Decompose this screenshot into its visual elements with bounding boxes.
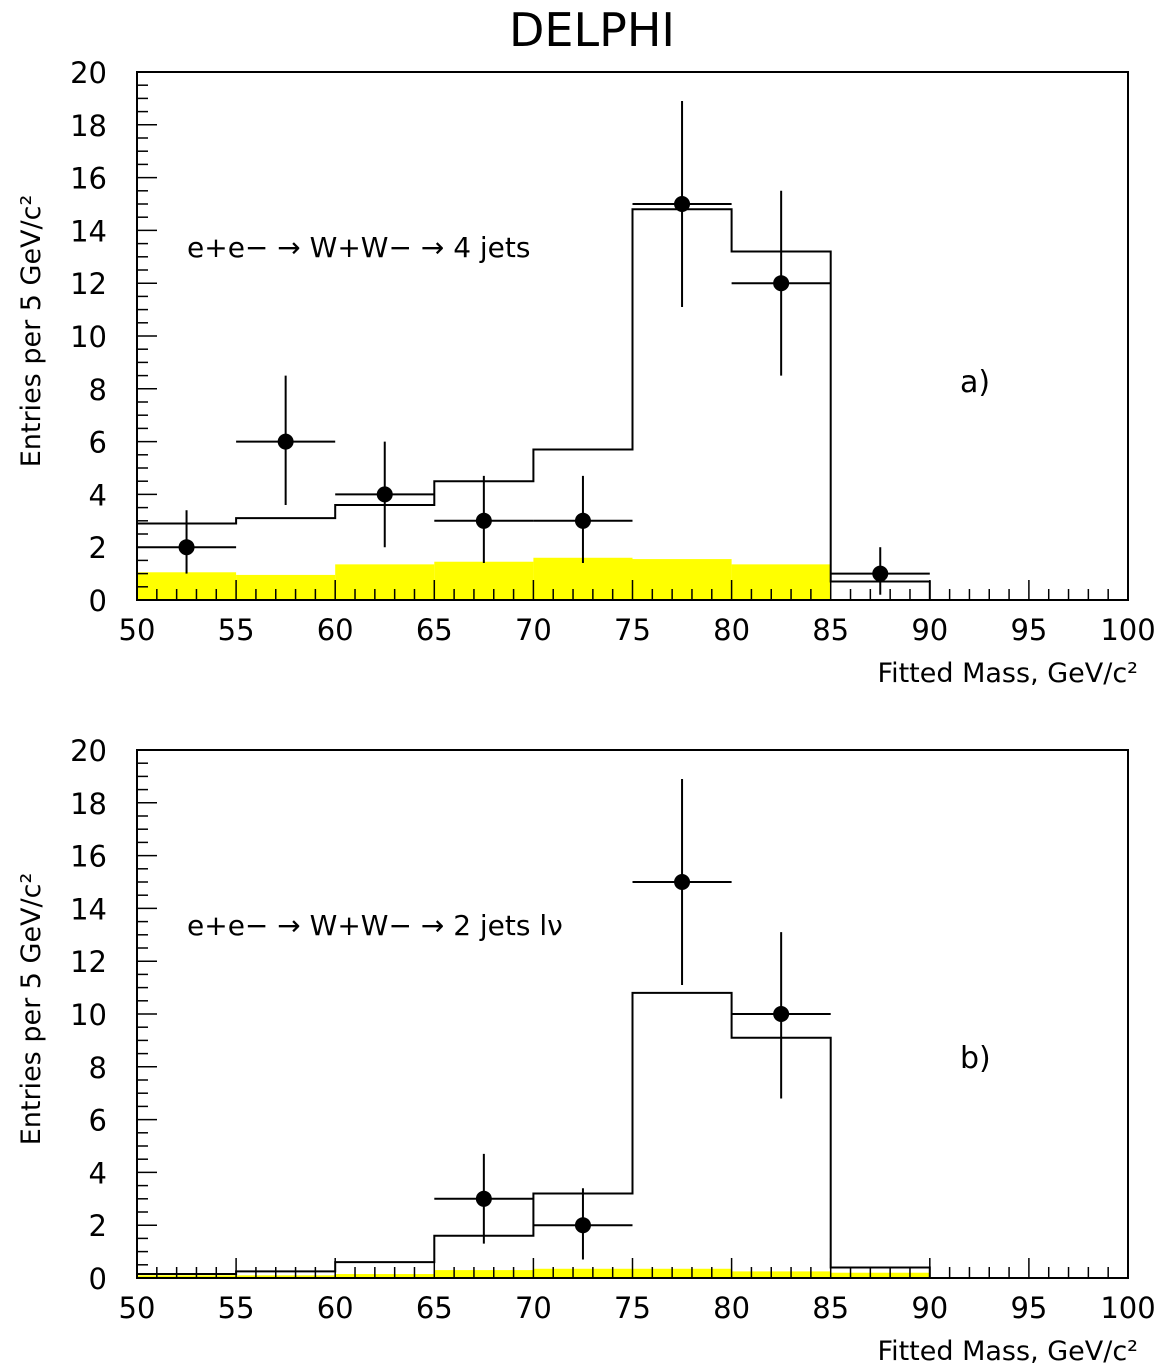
x-tick-label: 85 <box>812 1291 849 1325</box>
background-bar <box>335 564 435 600</box>
mc-histogram-line <box>137 991 1128 1279</box>
y-tick-label: 14 <box>70 892 107 926</box>
y-tick-label: 18 <box>70 787 107 821</box>
panel-label: b) <box>960 1041 991 1076</box>
y-tick-label: 2 <box>89 531 107 565</box>
y-tick-label: 0 <box>89 1262 107 1296</box>
y-axis-label: Entries per 5 GeV/c² <box>16 873 47 1146</box>
y-tick-label: 4 <box>89 1156 107 1190</box>
process-label: e+e− → W+W− → 2 jets lν <box>187 909 563 942</box>
y-tick-label: 6 <box>89 1104 107 1138</box>
data-point <box>475 1190 492 1207</box>
data-point <box>674 874 691 890</box>
data-point <box>574 1217 591 1234</box>
y-tick-label: 16 <box>70 162 107 196</box>
y-tick-label: 16 <box>70 840 107 874</box>
x-tick-label: 100 <box>1100 1291 1155 1325</box>
y-tick-label: 14 <box>70 214 107 248</box>
x-axis-label: Fitted Mass, GeV/c² <box>878 1336 1138 1367</box>
x-tick-label: 55 <box>218 613 255 647</box>
y-tick-label: 8 <box>89 373 107 407</box>
y-tick-label: 10 <box>70 320 107 354</box>
x-tick-label: 65 <box>416 613 453 647</box>
y-tick-label: 18 <box>70 109 107 143</box>
data-point <box>475 512 492 529</box>
x-tick-label: 95 <box>1010 613 1047 647</box>
data-point <box>872 565 889 582</box>
y-tick-label: 20 <box>70 56 107 90</box>
y-tick-label: 10 <box>70 998 107 1032</box>
data-point <box>376 486 393 503</box>
x-tick-label: 65 <box>416 1291 453 1325</box>
background-bar <box>236 574 336 600</box>
x-axis-label: Fitted Mass, GeV/c² <box>878 658 1138 689</box>
panel-label: a) <box>960 365 990 400</box>
y-tick-label: 12 <box>70 945 107 979</box>
background-bar <box>533 1268 633 1278</box>
y-tick-label: 2 <box>89 1209 107 1243</box>
y-tick-label: 12 <box>70 267 107 301</box>
y-tick-label: 0 <box>89 584 107 618</box>
data-point <box>277 433 294 450</box>
background-bar <box>434 561 534 600</box>
data-point <box>773 1006 790 1022</box>
y-tick-label: 8 <box>89 1051 107 1085</box>
data-point <box>773 275 790 292</box>
x-tick-label: 95 <box>1010 1291 1047 1325</box>
x-tick-label: 55 <box>218 1291 255 1325</box>
panel-b: 50 55 60 65 70 75 80 85 90 95 100 0 2 4 6 8 10 12 14 16 18 20… <box>16 734 1156 1367</box>
x-tick-label: 100 <box>1100 613 1155 647</box>
x-tick-label: 75 <box>614 1291 651 1325</box>
y-axis-label: Entries per 5 GeV/c² <box>16 195 47 468</box>
background-bar <box>434 1270 534 1278</box>
x-tick-label: 80 <box>713 613 750 647</box>
panel-a: 50 55 60 65 70 75 80 85 90 95 100 0 2 4 6 8 10 12 14 16 18 20… <box>16 56 1156 689</box>
y-tick-label: 4 <box>89 478 107 512</box>
y-tick-label: 6 <box>89 426 107 460</box>
x-tick-label: 50 <box>119 1291 156 1325</box>
background-bar <box>533 557 633 600</box>
background-bar <box>137 572 237 600</box>
figure-title: DELPHI <box>509 3 675 57</box>
x-tick-label: 85 <box>812 613 849 647</box>
x-tick-label: 60 <box>317 613 354 647</box>
x-tick-label: 90 <box>911 1291 948 1325</box>
background-bar <box>830 1272 930 1278</box>
x-tick-label: 70 <box>515 1291 552 1325</box>
x-tick-label: 80 <box>713 1291 750 1325</box>
background-bar <box>335 1274 435 1278</box>
x-tick-label: 60 <box>317 1291 354 1325</box>
y-tick-label: 20 <box>70 734 107 768</box>
background-bar <box>137 1275 237 1278</box>
background-bar <box>731 1271 831 1278</box>
background-bar <box>236 1275 336 1278</box>
x-tick-label: 75 <box>614 613 651 647</box>
background-bar <box>731 564 831 600</box>
process-label: e+e− → W+W− → 4 jets <box>187 231 530 264</box>
x-tick-label: 70 <box>515 613 552 647</box>
x-tick-label: 90 <box>911 613 948 647</box>
x-tick-label: 50 <box>119 613 156 647</box>
data-point <box>178 539 195 556</box>
background-bar <box>632 559 732 600</box>
data-point <box>674 196 691 212</box>
data-point <box>574 512 591 529</box>
background-bar <box>632 1268 732 1278</box>
